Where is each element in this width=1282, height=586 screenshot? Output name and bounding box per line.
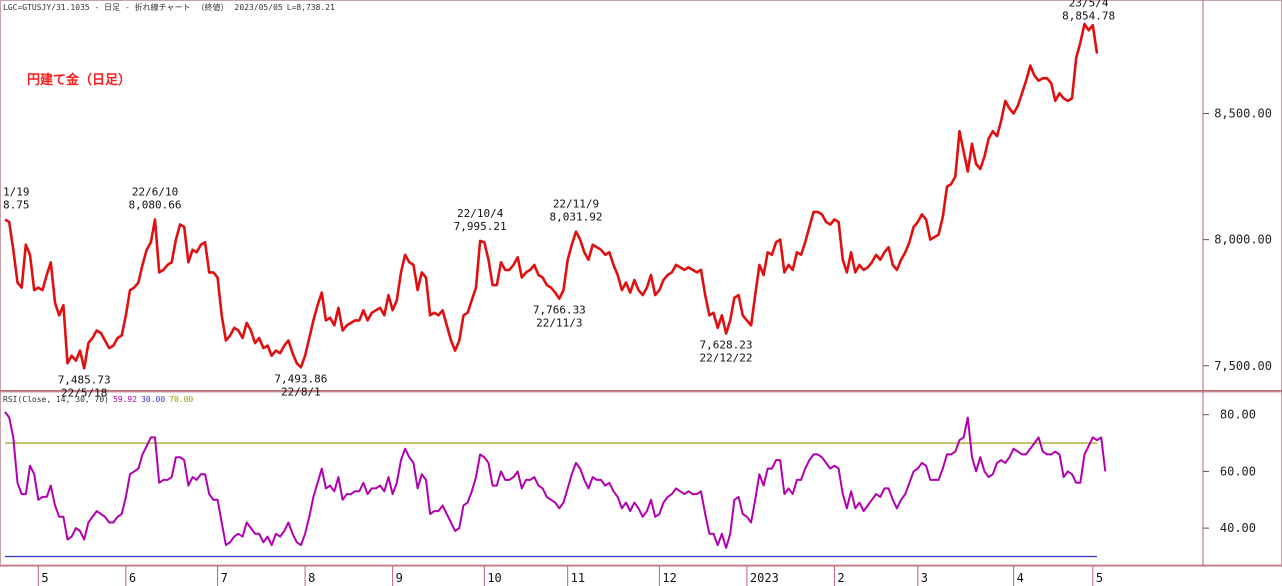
header-sep-1: -	[90, 3, 104, 12]
header-date: 2023/05/05	[235, 3, 283, 12]
annotation-line-1: 22/10/4	[457, 207, 504, 220]
rsi-header-label: RSI(Close, 14, 30, 70)	[3, 395, 109, 404]
x-axis-tick-label: 11	[571, 571, 585, 585]
header-sep-2: -	[120, 3, 134, 12]
x-axis-tick-label: 2	[837, 571, 844, 585]
header-last-value: L=8,738.21	[287, 3, 335, 12]
x-axis-tick-label: 7	[221, 571, 228, 585]
annotation-line-2: 22/12/22	[700, 351, 753, 364]
annotation-line-1: 7,493.86	[274, 372, 327, 385]
annotation-line-2: 8,080.66	[129, 198, 182, 211]
price-y-tick-label: 8,000.00	[1214, 233, 1272, 247]
price-series	[4, 22, 1099, 370]
x-axis-tick-label: 2023	[750, 571, 779, 585]
x-axis-ticks: 5 6 7 8 9 10 11 12 2023 2 3 4 5	[37, 566, 1103, 586]
annotation-line-2: 22/11/3	[536, 317, 582, 330]
annotation-line-1: 7,485.73	[58, 373, 111, 386]
rsi-header-line: RSI(Close, 14, 30, 70) 59.92 30.00 70.00	[3, 395, 193, 404]
x-axis-tick-label: 6	[129, 571, 136, 585]
rsi-series	[4, 411, 1107, 549]
rsi-header-upper: 70.00	[169, 395, 193, 404]
header-symbol: LGC=GTUSJY/31.1035	[3, 3, 90, 12]
annotation-line-2: 22/8/1	[281, 385, 321, 398]
chart-title: 円建て金（日足）	[27, 72, 131, 88]
rsi-y-tick-label: 60.00	[1220, 464, 1256, 478]
annotation-line-1: 22/6/10	[132, 185, 178, 198]
rsi-header-value: 59.92	[113, 395, 137, 404]
rsi-line	[4, 411, 1107, 549]
annotation-line-2: 8,031.92	[550, 211, 603, 224]
header-period: 日足	[104, 3, 120, 12]
x-axis-tick-label: 9	[396, 571, 403, 585]
price-y-tick-label: 8,500.00	[1214, 107, 1272, 121]
chart-header-line: LGC=GTUSJY/31.1035 - 日足 - 折れ線チャート （終値） 202…	[3, 2, 335, 12]
x-axis-tick-label: 12	[662, 571, 676, 585]
x-axis-tick-label: 4	[1017, 571, 1024, 585]
price-y-tick-label: 7,500.00	[1214, 359, 1272, 373]
annotation-line-1: 23/5/4	[1069, 0, 1109, 9]
annotation-line-1: 7,628.23	[700, 338, 753, 351]
header-chart-kind: 折れ線チャート	[135, 2, 191, 12]
x-axis-tick-label: 5	[41, 571, 48, 585]
header-mode: （終値）	[197, 2, 229, 12]
annotation-line-1: 7,766.33	[533, 304, 586, 317]
x-axis-tick-label: 5	[1096, 571, 1103, 585]
annotation-line-1: 1/19	[3, 185, 30, 198]
annotation-line-2: 8.75	[3, 198, 30, 211]
annotation-line-2: 7,995.21	[454, 220, 507, 233]
x-axis-tick-label: 8	[308, 571, 315, 585]
annotation-line-1: 22/11/9	[553, 198, 599, 211]
rsi-y-tick-label: 80.00	[1220, 408, 1256, 422]
rsi-y-ticks: 40.00 60.00 80.00	[1203, 408, 1256, 535]
x-axis-tick-label: 3	[921, 571, 928, 585]
price-line	[4, 22, 1099, 370]
rsi-header-lower: 30.00	[141, 395, 165, 404]
price-panel-frame	[0, 0, 1282, 391]
price-y-ticks: 7,500.00 8,000.00 8,500.00	[1203, 107, 1272, 373]
annotation-line-2: 8,854.78	[1062, 9, 1115, 22]
rsi-y-tick-label: 40.00	[1220, 521, 1256, 535]
rsi-reference-lines	[5, 442, 1097, 558]
annotation-line-2: 22/5/18	[61, 386, 107, 399]
x-axis-tick-label: 10	[487, 571, 501, 585]
